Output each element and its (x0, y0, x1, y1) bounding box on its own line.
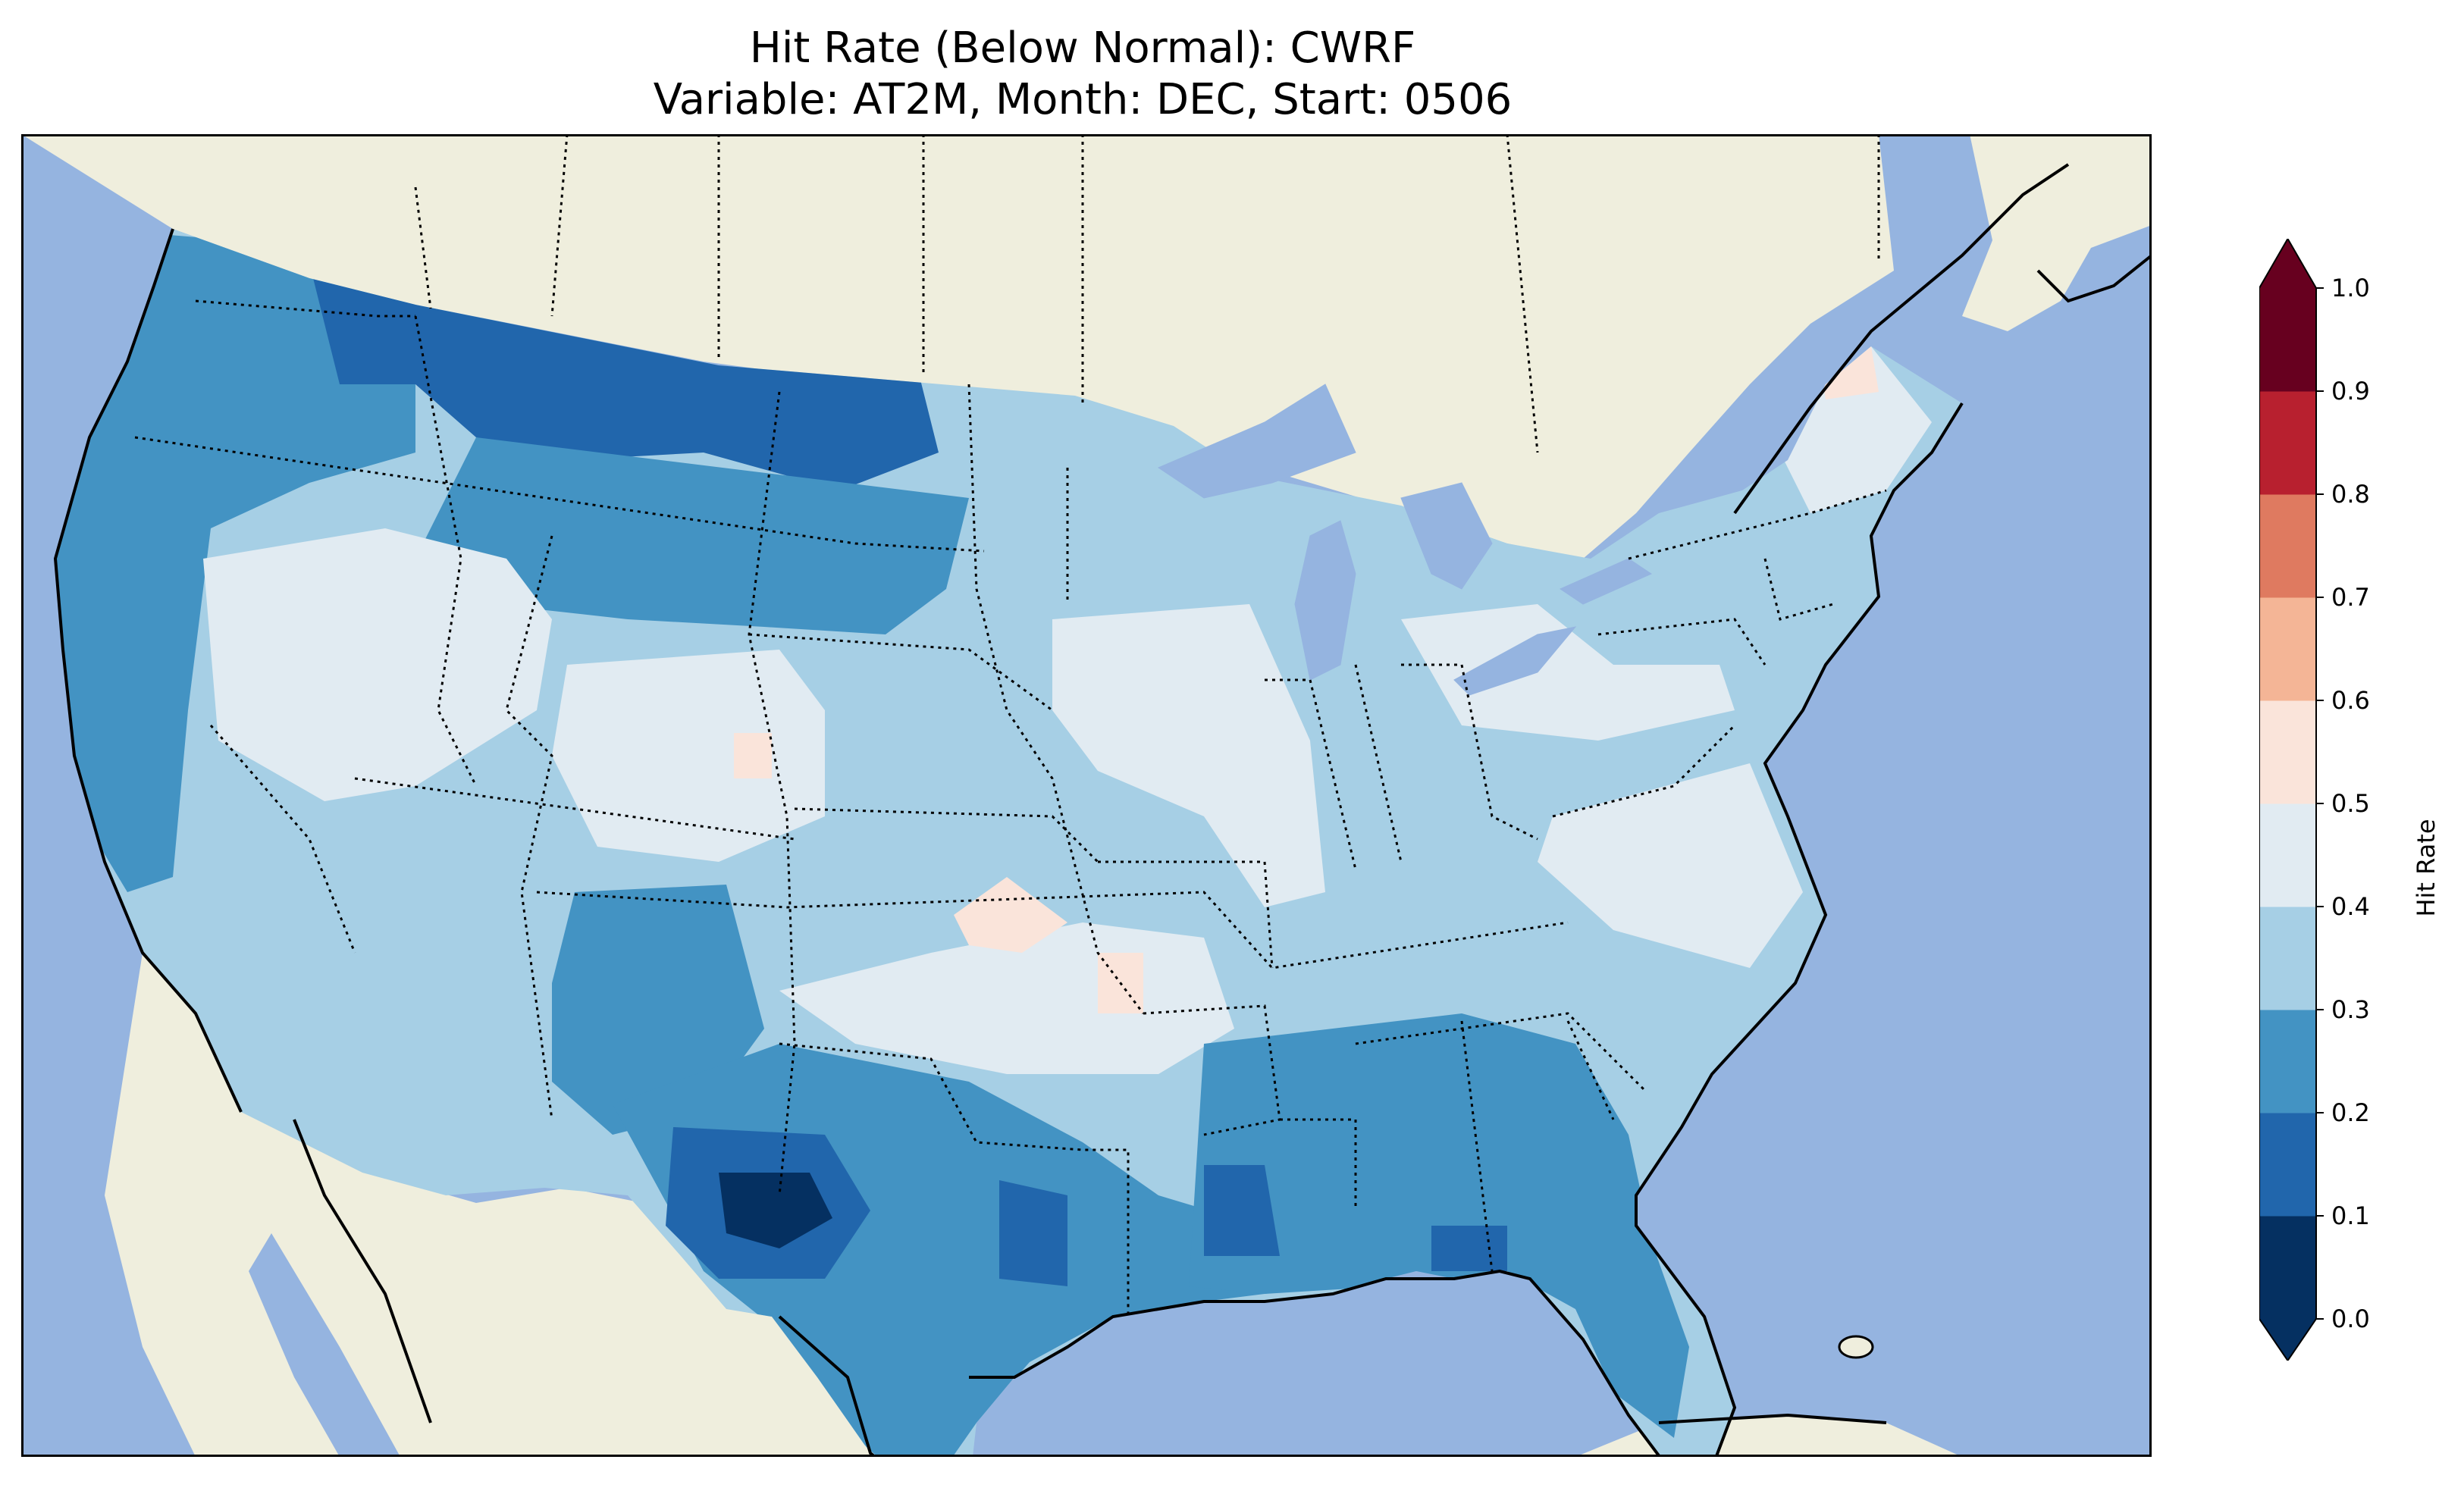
colorbar-tick-label: 0.9 (2331, 377, 2370, 406)
region-texas-darkest (719, 1173, 832, 1248)
maritime-landmass (1962, 134, 2152, 331)
lake-huron (1400, 482, 1493, 590)
region-florida-panhandle-dark (1431, 1226, 1507, 1271)
colorbar-tick-label: 1.0 (2331, 274, 2370, 302)
region-carolinas-light (1538, 763, 1803, 968)
region-northern-rockies (309, 263, 939, 490)
map-frame (21, 134, 2152, 1457)
region-oklahoma-pink (954, 877, 1067, 953)
region-great-basin (203, 528, 552, 801)
colorbar-bin (2259, 1010, 2316, 1113)
colorbar-bin (2259, 907, 2316, 1010)
region-colorado-pink (734, 733, 772, 778)
coastlines (53, 163, 2152, 1457)
region-ohio-light (1401, 604, 1735, 741)
colorbar-extend-top (2259, 239, 2316, 288)
colorbar-bin (2259, 391, 2316, 495)
bahamas-island (1838, 1335, 1874, 1359)
colorbar-bin (2259, 494, 2316, 598)
map-title: Hit Rate (Below Normal): CWRF Variable: … (21, 23, 2144, 126)
colorbar-tick-label: 0.7 (2331, 583, 2370, 612)
canada-province-borders (414, 134, 1880, 453)
lake-erie (1453, 626, 1577, 696)
colorbar-tick-label: 0.8 (2331, 480, 2370, 509)
colorbar-bin (2259, 1216, 2316, 1320)
mexico-landmass (105, 953, 893, 1457)
state-borders (134, 299, 1887, 1317)
colorbar-tick-label: 0.6 (2331, 686, 2370, 715)
region-wyoming-band (415, 437, 969, 634)
colorbar-bin (2259, 700, 2316, 804)
colorbar: 0.0 0.1 0.2 0.3 0.4 0.5 0.6 0.7 0.8 0.9 1.0 (2259, 239, 2370, 1361)
title-line-2: Variable: AT2M, Month: DEC, Start: 0506 (653, 75, 1513, 124)
lake-superior (1157, 384, 1356, 499)
region-midwest-light (1052, 604, 1325, 907)
region-colorado-light (552, 650, 825, 862)
colorbar-tick-label: 0.5 (2331, 789, 2370, 818)
great-lakes (1157, 384, 1653, 696)
colorbar-tick-label: 0.4 (2331, 892, 2370, 921)
colorbar-bin (2259, 597, 2316, 701)
title-line-1: Hit Rate (Below Normal): CWRF (749, 23, 1416, 73)
region-east-texas-dark (999, 1180, 1067, 1286)
colorbar-bin (2259, 1113, 2316, 1217)
lake-michigan (1294, 520, 1356, 681)
region-pacific-northwest (55, 229, 415, 892)
region-gulf-dark (1204, 1165, 1280, 1256)
colorbar-ticks: 0.0 0.1 0.2 0.3 0.4 0.5 0.6 0.7 0.8 0.9 1.0 (2316, 274, 2370, 1333)
lake-ontario (1559, 558, 1653, 605)
colorbar-label: Hit Rate (2412, 819, 2440, 917)
canada-landmass (21, 134, 1894, 559)
colorbar-extend-bottom (2259, 1319, 2316, 1361)
colorbar-bins (2259, 288, 2316, 1320)
colorbar-tick-label: 0.3 (2331, 995, 2370, 1024)
map-panel (21, 134, 2152, 1457)
colorbar-tick-label: 0.1 (2331, 1201, 2370, 1230)
colorbar-tick-label: 0.2 (2331, 1098, 2370, 1127)
colorbar-tick-label: 0.0 (2331, 1305, 2370, 1333)
colorbar-bin (2259, 288, 2316, 392)
colorbar-bin (2259, 803, 2316, 907)
